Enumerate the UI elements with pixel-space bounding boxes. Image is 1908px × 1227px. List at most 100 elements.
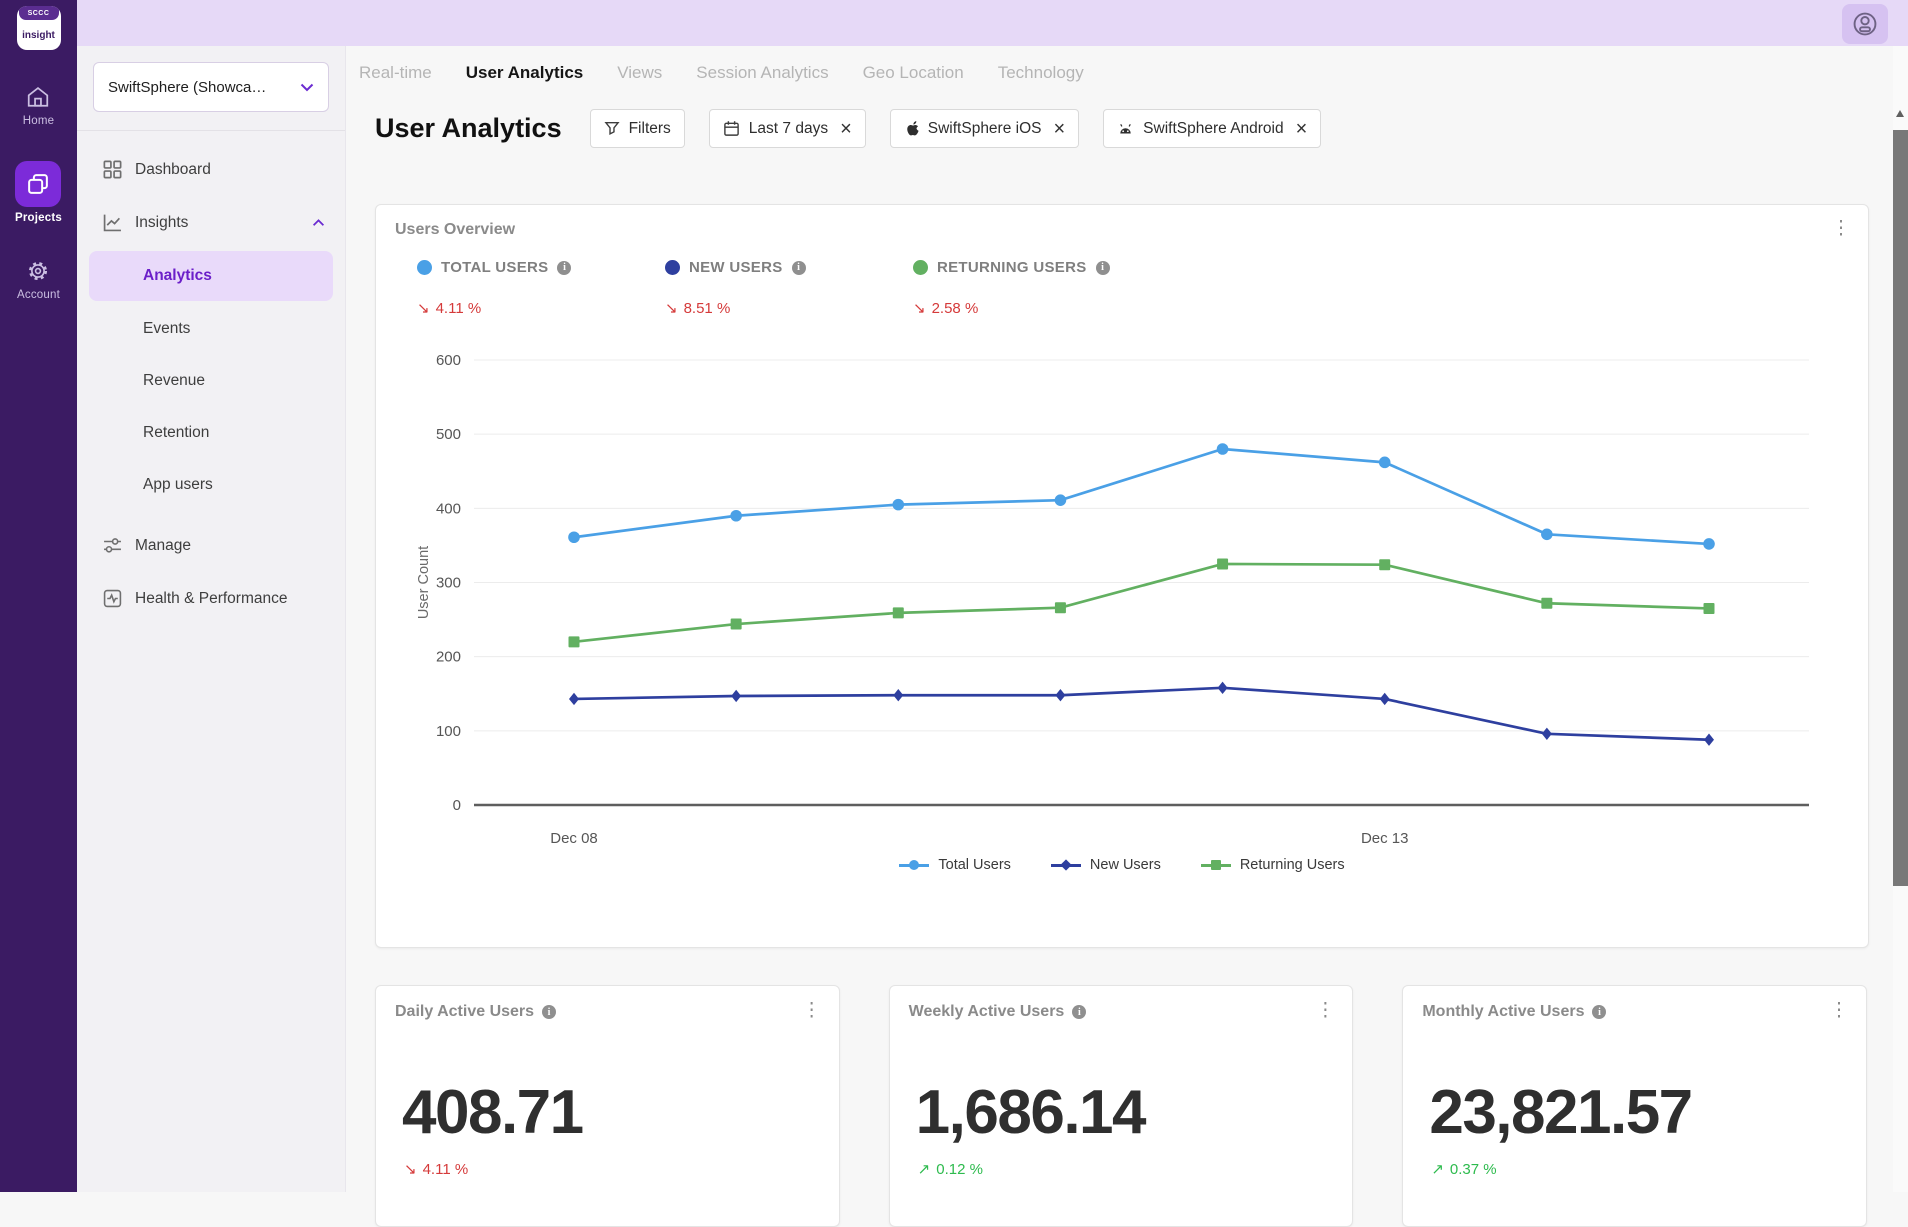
rail-item-home[interactable]: Home [23, 84, 54, 127]
svg-text:0: 0 [453, 797, 461, 814]
trend-value: 4.11 % [436, 300, 482, 317]
sidebar-item-label: Insights [135, 214, 188, 232]
sidebar-item-dashboard[interactable]: Dashboard [77, 143, 345, 196]
users-overview-chart: 0100200300400500600User CountDec 08Dec 1… [388, 345, 1818, 855]
legend-item-returning-users[interactable]: Returning Users [1201, 857, 1345, 873]
sidebar-divider [77, 130, 345, 131]
rail-item-label: Projects [15, 212, 62, 224]
svg-text:400: 400 [436, 500, 461, 517]
new-users-dot [665, 260, 680, 275]
sidebar-item-label: Analytics [143, 267, 212, 285]
tab-user-analytics[interactable]: User Analytics [466, 63, 583, 83]
filters-button[interactable]: Filters [590, 109, 685, 148]
sidebar-item-revenue[interactable]: Revenue [77, 355, 345, 407]
sidebar-item-label: Retention [143, 424, 209, 442]
project-selector-value: SwiftSphere (Showca… [108, 79, 266, 96]
trend-down-icon: ↘ [417, 299, 430, 317]
page-title: User Analytics [375, 113, 562, 144]
trend-value: 2.58 % [932, 300, 979, 317]
info-icon[interactable] [1072, 1005, 1086, 1019]
stat-total-users: TOTAL USERS ↘ 4.11 % [417, 259, 665, 317]
info-icon[interactable] [792, 261, 806, 275]
sidebar-item-app-users[interactable]: App users [77, 459, 345, 511]
stat-label: RETURNING USERS [937, 259, 1087, 276]
project-sidebar: SwiftSphere (Showca… Dashboard Insights [77, 46, 346, 1192]
rail-item-projects[interactable]: Projects [15, 161, 62, 224]
tab-technology[interactable]: Technology [998, 63, 1084, 83]
kpi-value: 23,821.57 [1429, 1077, 1866, 1148]
kpi-value: 408.71 [402, 1077, 839, 1148]
card-title: Users Overview [395, 221, 515, 239]
tab-geo-location[interactable]: Geo Location [863, 63, 964, 83]
filter-chip-android-app[interactable]: SwiftSphere Android [1103, 109, 1321, 148]
logo-top-text: SCCC [19, 6, 59, 20]
kebab-menu-icon[interactable] [799, 997, 825, 1023]
svg-text:500: 500 [436, 426, 461, 443]
info-icon[interactable] [1096, 261, 1110, 275]
kpi-title: Monthly Active Users [1422, 1003, 1584, 1021]
trend-down-icon: ↘ [913, 299, 926, 317]
sidebar-item-label: App users [143, 476, 213, 494]
main-content: Real-time User Analytics Views Session A… [346, 46, 1908, 1192]
close-icon[interactable] [840, 119, 852, 139]
kebab-menu-icon[interactable] [1826, 997, 1852, 1023]
tab-real-time[interactable]: Real-time [359, 63, 432, 83]
kebab-menu-icon[interactable] [1828, 215, 1854, 241]
legend-marker-circle [899, 859, 929, 871]
svg-text:200: 200 [436, 649, 461, 666]
close-icon[interactable] [1053, 119, 1065, 139]
close-icon[interactable] [1296, 119, 1308, 139]
legend-item-total-users[interactable]: Total Users [899, 857, 1011, 873]
kpi-title: Daily Active Users [395, 1003, 534, 1021]
legend-marker-square [1201, 859, 1231, 871]
info-icon[interactable] [557, 261, 571, 275]
sidebar-item-manage[interactable]: Manage [77, 519, 345, 572]
sidebar-item-retention[interactable]: Retention [77, 407, 345, 459]
sidebar-item-insights[interactable]: Insights [77, 196, 345, 249]
tab-session-analytics[interactable]: Session Analytics [696, 63, 828, 83]
filter-chip-label: SwiftSphere iOS [928, 120, 1042, 138]
stat-new-users: NEW USERS ↘ 8.51 % [665, 259, 913, 317]
sidebar-item-label: Revenue [143, 372, 205, 390]
legend-marker-diamond [1051, 859, 1081, 871]
sidebar-item-label: Health & Performance [135, 590, 288, 608]
app-logo[interactable]: SCCC insight [17, 6, 61, 50]
info-icon[interactable] [542, 1005, 556, 1019]
sidebar-item-analytics[interactable]: Analytics [89, 251, 333, 301]
legend-label: Total Users [938, 857, 1011, 873]
filter-chip-ios-app[interactable]: SwiftSphere iOS [890, 109, 1079, 148]
kpi-title: Weekly Active Users [909, 1003, 1065, 1021]
trend-up-icon: ↗ [1431, 1160, 1444, 1178]
scrollbar-thumb[interactable] [1893, 130, 1908, 886]
android-icon [1117, 121, 1134, 137]
rail-item-account[interactable]: Account [17, 258, 60, 301]
scrollbar-up-arrow[interactable] [1896, 110, 1904, 117]
rail-item-label: Home [23, 115, 54, 127]
returning-users-dot [913, 260, 928, 275]
top-bar [77, 0, 1908, 46]
tab-views[interactable]: Views [617, 63, 662, 83]
user-avatar-button[interactable] [1842, 4, 1888, 44]
stat-label: TOTAL USERS [441, 259, 548, 276]
legend-item-new-users[interactable]: New Users [1051, 857, 1161, 873]
trend-up-icon: ↗ [918, 1160, 931, 1178]
analytics-tabs: Real-time User Analytics Views Session A… [359, 63, 1908, 83]
app-rail: SCCC insight Home Projects A [0, 0, 77, 1192]
info-icon[interactable] [1592, 1005, 1606, 1019]
trend-value: 8.51 % [684, 300, 731, 317]
filter-chip-date-range[interactable]: Last 7 days [709, 109, 866, 148]
project-selector[interactable]: SwiftSphere (Showca… [93, 62, 329, 112]
total-users-dot [417, 260, 432, 275]
sidebar-item-events[interactable]: Events [77, 303, 345, 355]
sidebar-item-health-performance[interactable]: Health & Performance [77, 572, 345, 625]
svg-text:User Count: User Count [416, 546, 432, 619]
rail-item-label: Account [17, 289, 60, 301]
page-header: User Analytics Filters Last 7 days Swift… [375, 109, 1908, 148]
chevron-down-icon [300, 83, 314, 92]
chevron-up-icon[interactable] [312, 219, 325, 227]
vertical-scrollbar[interactable] [1893, 46, 1908, 1192]
logo-bottom-text: insight [17, 20, 61, 50]
kebab-menu-icon[interactable] [1312, 997, 1338, 1023]
pulse-icon [103, 589, 122, 608]
gear-icon [25, 258, 51, 284]
